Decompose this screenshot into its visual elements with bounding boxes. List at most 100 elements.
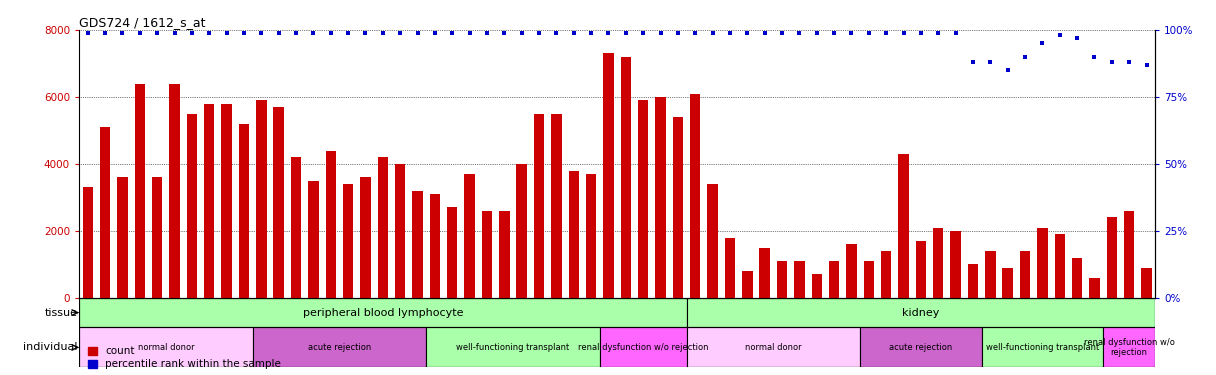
- Bar: [968, 264, 978, 298]
- Bar: [253, 327, 426, 368]
- Point: [703, 30, 722, 36]
- Point: [1049, 32, 1069, 38]
- Bar: [708, 184, 717, 298]
- Bar: [187, 114, 197, 298]
- Bar: [308, 181, 319, 298]
- Bar: [689, 94, 700, 298]
- Point: [946, 30, 966, 36]
- Bar: [1071, 258, 1082, 298]
- Text: acute rejection: acute rejection: [889, 343, 952, 352]
- Bar: [447, 207, 457, 298]
- Bar: [83, 188, 92, 298]
- Bar: [482, 211, 492, 298]
- Bar: [499, 211, 510, 298]
- Bar: [551, 114, 562, 298]
- Point: [841, 30, 861, 36]
- Bar: [846, 244, 856, 298]
- Point: [1137, 62, 1156, 68]
- Bar: [274, 107, 283, 298]
- Bar: [465, 174, 474, 298]
- Point: [1015, 54, 1035, 60]
- Point: [1102, 59, 1121, 65]
- Bar: [899, 154, 908, 298]
- Bar: [412, 191, 423, 298]
- Bar: [378, 157, 388, 298]
- Text: tissue: tissue: [44, 308, 78, 318]
- Point: [338, 30, 358, 36]
- Text: well-functioning transplant: well-functioning transplant: [986, 343, 1099, 352]
- Bar: [1142, 268, 1152, 298]
- Bar: [860, 327, 981, 368]
- Point: [512, 30, 531, 36]
- Bar: [395, 164, 405, 298]
- Bar: [152, 177, 163, 298]
- Bar: [1054, 234, 1065, 298]
- Bar: [100, 127, 111, 298]
- Point: [858, 30, 878, 36]
- Point: [252, 30, 271, 36]
- Bar: [517, 164, 527, 298]
- Bar: [725, 238, 736, 298]
- Point: [807, 30, 827, 36]
- Bar: [811, 274, 822, 298]
- Bar: [221, 104, 232, 298]
- Bar: [985, 251, 996, 298]
- Point: [877, 30, 896, 36]
- Text: renal dysfunction w/o rejection: renal dysfunction w/o rejection: [578, 343, 709, 352]
- Point: [356, 30, 376, 36]
- Text: well-functioning transplant: well-functioning transplant: [456, 343, 569, 352]
- Bar: [1037, 228, 1048, 298]
- Bar: [79, 327, 253, 368]
- Bar: [1020, 251, 1030, 298]
- Bar: [981, 327, 1103, 368]
- Bar: [620, 57, 631, 298]
- Bar: [880, 251, 891, 298]
- Bar: [429, 194, 440, 298]
- Point: [894, 30, 913, 36]
- Text: normal donor: normal donor: [137, 343, 195, 352]
- Point: [321, 30, 340, 36]
- Bar: [569, 171, 579, 298]
- Bar: [169, 84, 180, 298]
- Point: [1068, 35, 1087, 41]
- Bar: [291, 157, 302, 298]
- Bar: [534, 114, 545, 298]
- Point: [373, 30, 393, 36]
- Text: normal donor: normal donor: [745, 343, 801, 352]
- Point: [235, 30, 254, 36]
- Point: [199, 30, 219, 36]
- Point: [443, 30, 462, 36]
- Point: [147, 30, 167, 36]
- Point: [78, 30, 97, 36]
- Point: [772, 30, 792, 36]
- Point: [113, 30, 133, 36]
- Bar: [79, 298, 687, 327]
- Point: [824, 30, 844, 36]
- Point: [668, 30, 687, 36]
- Bar: [204, 104, 214, 298]
- Point: [286, 30, 305, 36]
- Point: [407, 30, 427, 36]
- Point: [182, 30, 202, 36]
- Point: [304, 30, 323, 36]
- Text: peripheral blood lymphocyte: peripheral blood lymphocyte: [303, 308, 463, 318]
- Bar: [742, 271, 753, 298]
- Point: [547, 30, 567, 36]
- Point: [789, 30, 809, 36]
- Bar: [777, 261, 787, 298]
- Point: [634, 30, 653, 36]
- Bar: [687, 327, 860, 368]
- Bar: [863, 261, 874, 298]
- Point: [651, 30, 670, 36]
- Text: kidney: kidney: [902, 308, 940, 318]
- Bar: [599, 327, 687, 368]
- Bar: [951, 231, 961, 298]
- Text: renal dysfunction w/o
rejection: renal dysfunction w/o rejection: [1083, 338, 1175, 357]
- Point: [598, 30, 618, 36]
- Bar: [343, 184, 354, 298]
- Bar: [1002, 268, 1013, 298]
- Bar: [794, 261, 805, 298]
- Point: [581, 30, 601, 36]
- Point: [216, 30, 236, 36]
- Point: [617, 30, 636, 36]
